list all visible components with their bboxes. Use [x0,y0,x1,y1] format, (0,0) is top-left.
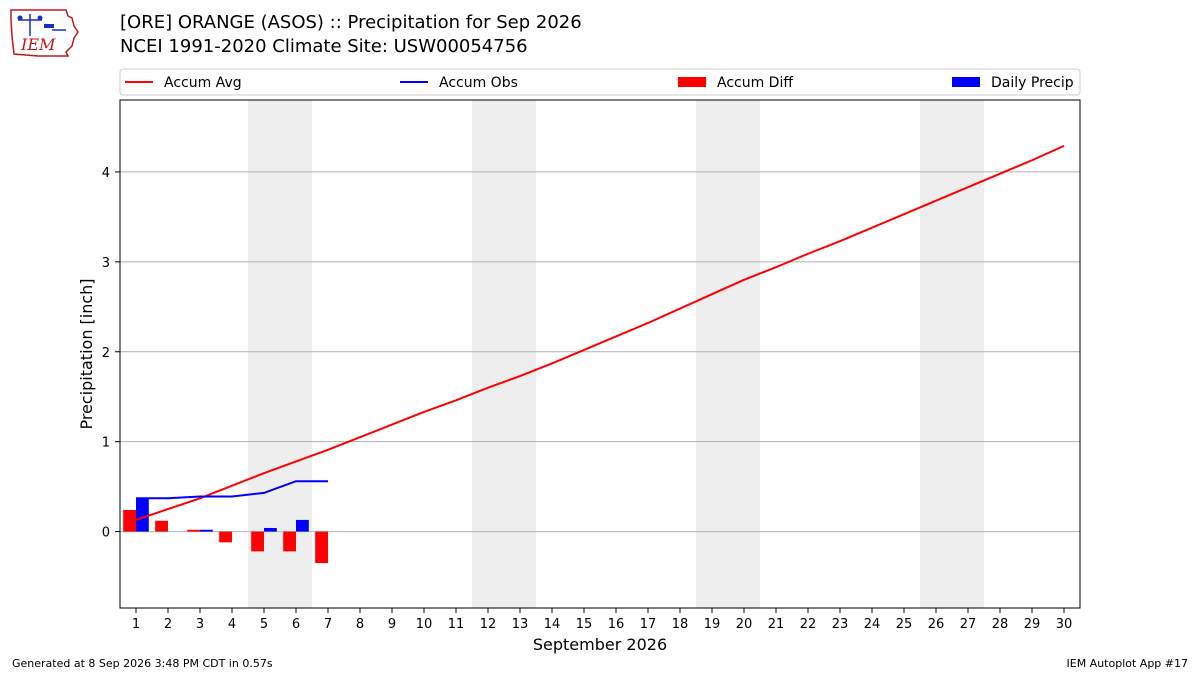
legend-label: Daily Precip [991,75,1074,91]
grid-lines [120,171,1080,533]
legend-swatch [952,77,980,87]
x-tick-label: 3 [196,617,204,632]
x-tick-label: 17 [640,617,657,632]
diff-bar [251,531,264,552]
diff-bar [187,529,200,532]
x-axis-label: September 2026 [533,635,667,654]
x-tick-label: 20 [736,617,753,632]
x-tick-label: 5 [260,617,268,632]
y-tick-label: 0 [102,526,110,541]
diff-bar [283,531,296,552]
x-tick-label: 16 [608,617,625,632]
weekend-band [472,100,536,608]
legend-label: Accum Diff [717,75,793,91]
line-series [135,144,1065,521]
x-tick-label: 12 [480,617,497,632]
weekend-band [696,100,760,608]
plot-frame [119,99,1081,609]
x-tick-label: 23 [832,617,849,632]
obs-line [136,480,328,500]
x-tick-label: 1 [132,617,140,632]
chart-title: [ORE] ORANGE (ASOS) :: Precipitation for… [120,12,582,33]
x-tick-label: 21 [768,617,785,632]
x-tick-label: 2 [164,617,172,632]
x-tick-label: 19 [704,617,721,632]
x-tick-label: 10 [416,617,433,632]
app-note: IEM Autoplot App #17 [1066,657,1189,670]
diff-bar [315,531,328,564]
x-tick-label: 13 [512,617,529,632]
x-tick-label: 7 [324,617,332,632]
x-tick-label: 6 [292,617,300,632]
x-tick-label: 4 [228,617,236,632]
daily-bar [200,529,213,532]
x-tick-label: 24 [864,617,881,632]
daily-bar [296,519,309,532]
x-tick-label: 15 [576,617,593,632]
x-tick-label: 25 [896,617,913,632]
x-tick-label: 11 [448,617,465,632]
daily-bar [264,527,277,532]
legend-box [119,68,1081,96]
x-tick-label: 18 [672,617,689,632]
daily-bar [136,498,149,532]
x-tick-label: 8 [356,617,364,632]
diff-bar [123,509,136,532]
bar-series [123,498,328,564]
legend: Accum Avg Accum Obs Accum Diff Daily Precip [119,68,1081,96]
x-tick-label: 26 [928,617,945,632]
x-tick-label: 29 [1024,617,1041,632]
diff-bar [219,531,232,543]
x-tick-label: 30 [1056,617,1073,632]
iem-logo: IEM [10,9,79,57]
weekend-bands [248,100,984,608]
x-tick-label: 9 [388,617,396,632]
x-tick-label: 27 [960,617,977,632]
legend-swatch [678,77,706,87]
diff-bar [155,520,168,532]
chart-subtitle: NCEI 1991-2020 Climate Site: USW00054756 [120,36,528,57]
generated-note: Generated at 8 Sep 2026 3:48 PM CDT in 0… [12,657,273,670]
legend-label: Accum Obs [439,75,518,91]
y-tick-label: 1 [102,436,110,451]
y-tick-label: 2 [102,346,110,361]
logo-text: IEM [20,35,56,54]
legend-label: Accum Avg [164,75,242,91]
y-axis-label: Precipitation [inch] [77,278,96,429]
x-tick-label: 14 [544,617,561,632]
avg-line [135,144,1065,521]
y-tick-label: 4 [102,166,110,181]
y-tick-label: 3 [102,256,110,271]
x-tick-label: 22 [800,617,817,632]
x-tick-label: 28 [992,617,1009,632]
